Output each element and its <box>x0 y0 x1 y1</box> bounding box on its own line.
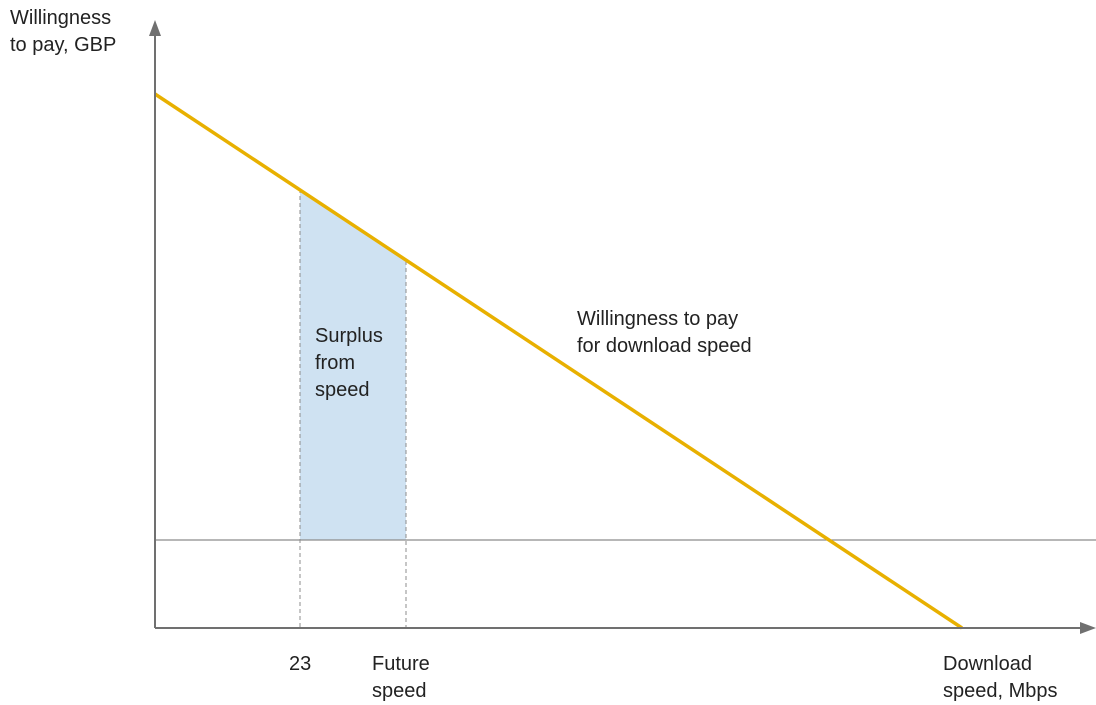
y-axis-arrow-icon <box>149 20 161 36</box>
x-tick-future-speed: Future speed <box>372 653 430 702</box>
surplus-area-label: Surplus from speed <box>315 325 383 401</box>
willingness-to-pay-line <box>154 92 963 630</box>
surplus-area <box>300 189 406 540</box>
x-axis-arrow-icon <box>1080 622 1096 634</box>
line-label: Willingness to pay for download speed <box>577 308 752 357</box>
x-axis-label: Download speed, Mbps <box>943 653 1058 702</box>
x-tick-current-speed: 23 <box>289 653 312 675</box>
y-axis-label: Willingness to pay, GBP <box>10 7 117 56</box>
